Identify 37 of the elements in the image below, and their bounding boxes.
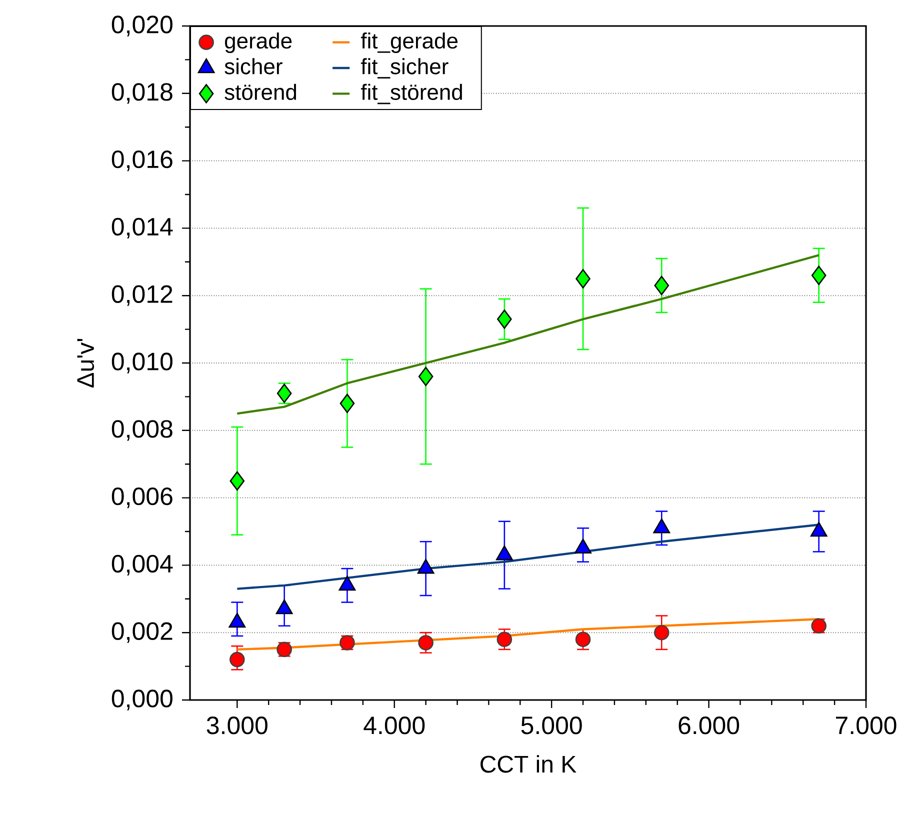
- y-axis-title: Δu'v': [77, 338, 94, 388]
- x-tick-label: 4.000: [364, 716, 425, 734]
- legend-label: gerade: [225, 32, 292, 53]
- point: [230, 471, 245, 491]
- y-tick-label: 0,008: [112, 420, 172, 441]
- legend-label: fit_sicher: [360, 58, 448, 78]
- point: [230, 652, 245, 668]
- point: [576, 269, 590, 288]
- y-tick-label: 0,000: [112, 690, 172, 710]
- legend-label: sicher: [224, 58, 282, 74]
- y-tick-label: 0,020: [112, 16, 172, 36]
- legend-label: störend: [224, 84, 296, 100]
- point: [654, 276, 670, 296]
- legend-label: fit_gerade: [360, 32, 458, 53]
- y-tick-label: 0,002: [112, 622, 172, 643]
- point: [418, 635, 434, 650]
- line-series: [236, 254, 820, 415]
- y-tick-label: 0,018: [112, 83, 172, 104]
- point: [497, 310, 512, 329]
- x-tick-label: 7.000: [836, 716, 896, 734]
- point: [496, 632, 512, 647]
- point: [811, 266, 826, 286]
- y-tick-label: 0,004: [112, 554, 173, 576]
- y-tick-label: 0,012: [112, 285, 172, 306]
- legend-label: fit_störend: [360, 84, 462, 104]
- point: [575, 632, 591, 647]
- y-tick-label: 0,006: [112, 487, 172, 508]
- y-tick-label: 0,014: [112, 218, 173, 239]
- point: [340, 394, 355, 414]
- y-tick-label: 0,016: [112, 150, 172, 172]
- x-tick-label: 5.000: [521, 716, 582, 734]
- point: [654, 624, 670, 640]
- point: [418, 366, 434, 386]
- x-axis-title: CCT in K: [480, 755, 576, 773]
- x-tick-label: 6.000: [678, 716, 740, 734]
- x-tick-label: 3.000: [206, 716, 268, 734]
- y-tick-label: 0,010: [112, 352, 172, 374]
